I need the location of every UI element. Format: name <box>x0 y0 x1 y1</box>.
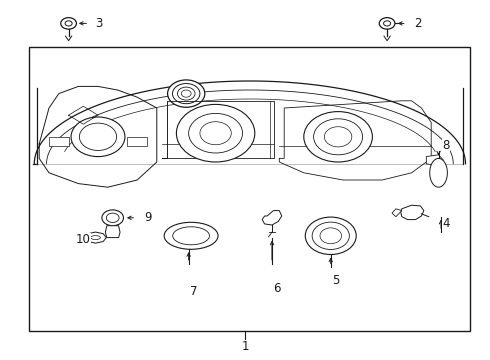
Bar <box>127 137 147 146</box>
Ellipse shape <box>164 222 218 249</box>
Circle shape <box>314 119 363 155</box>
Circle shape <box>200 122 231 145</box>
Circle shape <box>384 21 391 26</box>
Polygon shape <box>430 158 447 187</box>
Circle shape <box>379 18 395 29</box>
Text: 9: 9 <box>145 211 152 224</box>
Circle shape <box>177 87 195 100</box>
Circle shape <box>65 21 72 26</box>
Text: 8: 8 <box>442 139 450 152</box>
Text: 5: 5 <box>332 274 340 287</box>
Circle shape <box>189 113 243 153</box>
Text: 3: 3 <box>96 17 103 30</box>
Polygon shape <box>262 211 282 225</box>
Polygon shape <box>85 232 106 243</box>
Circle shape <box>71 117 125 157</box>
Polygon shape <box>105 226 120 238</box>
Circle shape <box>61 18 76 29</box>
Circle shape <box>168 80 205 107</box>
Circle shape <box>102 210 123 226</box>
Circle shape <box>304 112 372 162</box>
Text: 2: 2 <box>414 17 421 30</box>
Polygon shape <box>401 205 424 220</box>
Circle shape <box>324 127 352 147</box>
Bar <box>49 137 69 146</box>
Polygon shape <box>426 155 443 166</box>
Ellipse shape <box>172 227 210 245</box>
Text: 1: 1 <box>241 340 249 353</box>
Text: 4: 4 <box>442 217 450 230</box>
Text: 7: 7 <box>190 285 197 298</box>
Bar <box>29 47 470 331</box>
Polygon shape <box>392 209 402 217</box>
Ellipse shape <box>91 235 100 240</box>
Circle shape <box>305 217 356 255</box>
Circle shape <box>172 84 200 104</box>
Circle shape <box>176 104 255 162</box>
Circle shape <box>312 222 349 249</box>
Circle shape <box>320 228 342 244</box>
Text: 10: 10 <box>76 233 91 246</box>
Text: 6: 6 <box>273 282 281 294</box>
Circle shape <box>181 90 191 97</box>
Circle shape <box>79 123 117 150</box>
Circle shape <box>106 213 119 222</box>
